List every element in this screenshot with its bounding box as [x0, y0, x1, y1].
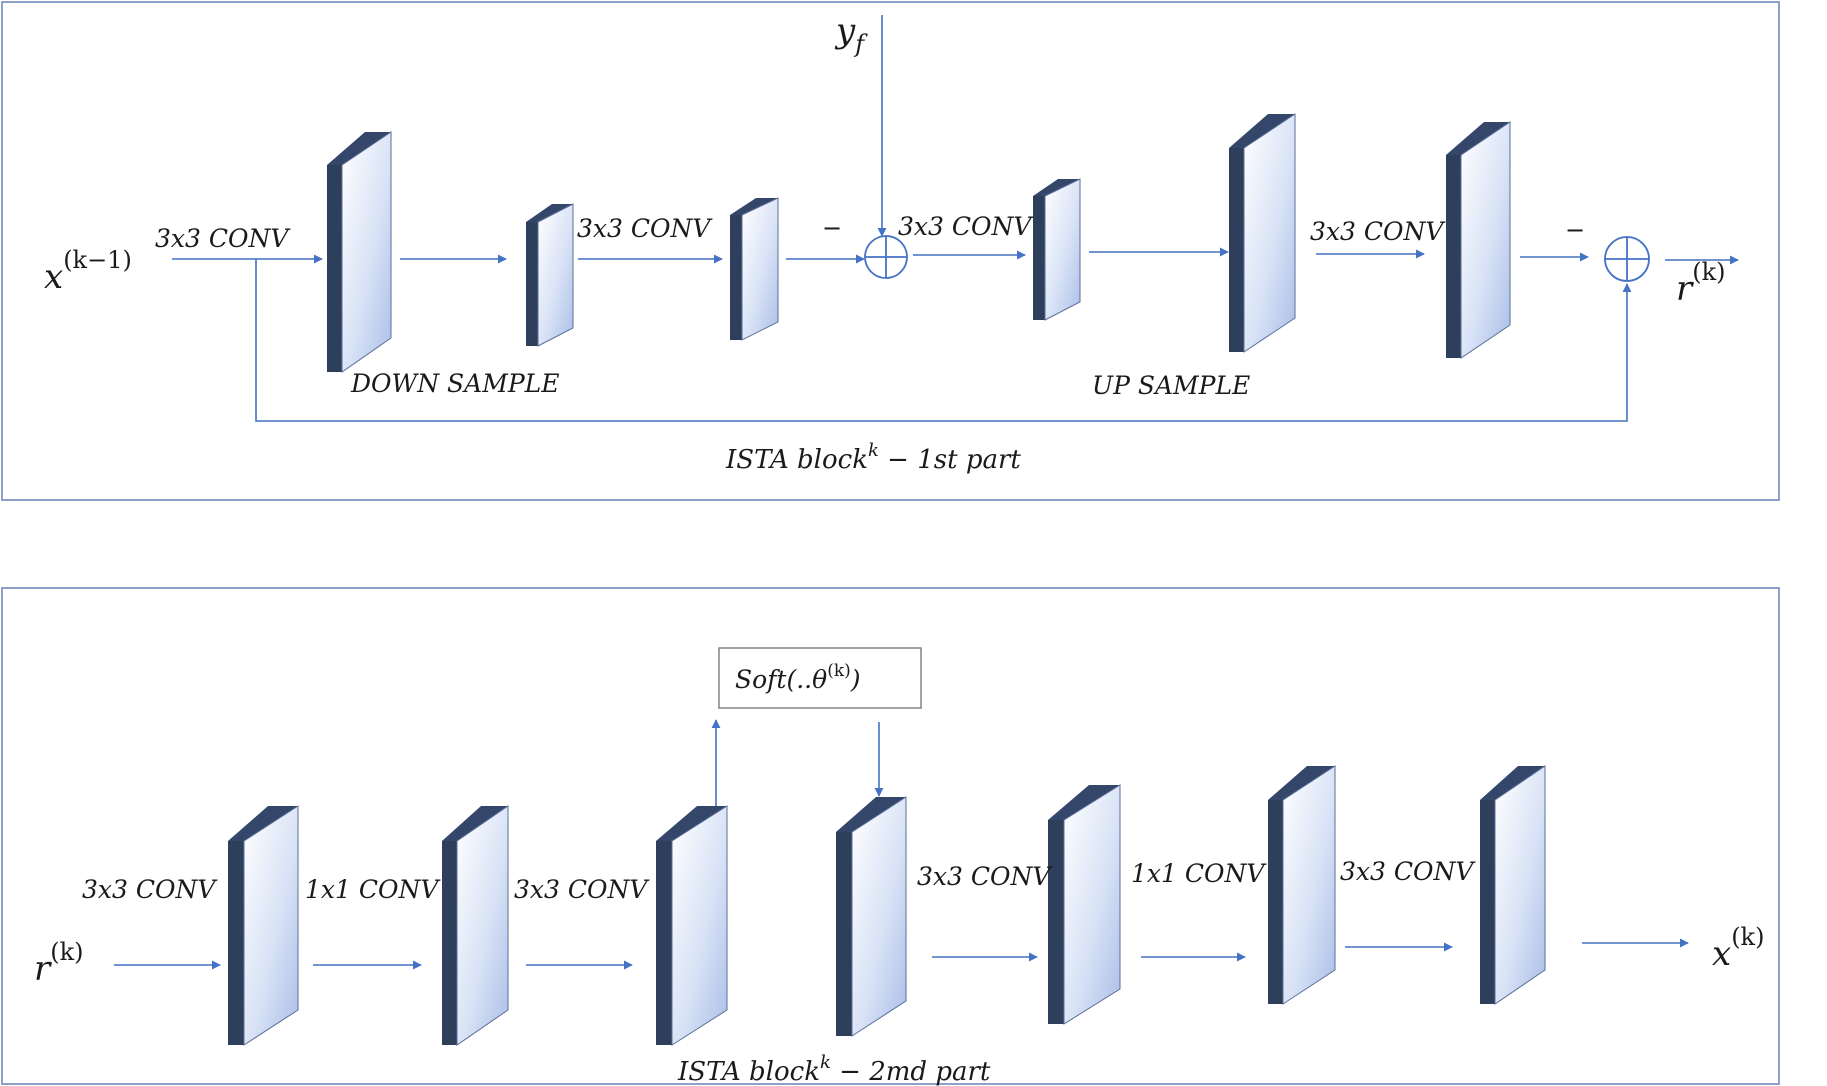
feature-block — [1268, 765, 1336, 1005]
y-f-label: yf — [834, 11, 868, 58]
part1-frame — [1, 1, 1780, 501]
output-r-label: r(k) — [1676, 258, 1726, 309]
sum-node — [864, 235, 908, 279]
feature-block — [1446, 121, 1511, 359]
feature-block — [730, 197, 779, 341]
conv-label: 3x3 CONV — [917, 862, 1053, 891]
feature-block — [1480, 765, 1546, 1005]
input-x-label: x(k−1) — [44, 246, 132, 297]
input-r-label: r(k) — [34, 938, 84, 989]
conv-label: 3x3 CONV — [155, 224, 291, 253]
part1-caption: ISTA blockk − 1st part — [725, 440, 1021, 475]
minus-sign: − — [822, 214, 842, 242]
part2-blocks — [228, 765, 1546, 1046]
soft-threshold-label: Soft(..θ(k)) — [735, 661, 861, 694]
soft-threshold-box — [718, 647, 922, 709]
conv-label: 3x3 CONV — [514, 875, 650, 904]
feature-block — [836, 796, 907, 1037]
feature-block — [1229, 113, 1296, 353]
feature-block — [442, 805, 509, 1046]
conv-label: 1x1 CONV — [305, 875, 441, 904]
conv-label: 3x3 CONV — [1310, 217, 1446, 246]
down-sample-label: DOWN SAMPLE — [350, 369, 560, 398]
feature-block — [1033, 178, 1081, 321]
minus-sign: − — [1565, 216, 1585, 244]
conv-label: 3x3 CONV — [577, 214, 713, 243]
up-sample-label: UP SAMPLE — [1092, 371, 1250, 400]
conv-label: 3x3 CONV — [1340, 857, 1476, 886]
sum-node — [1604, 236, 1650, 282]
part1-blocks — [327, 113, 1511, 373]
feature-block — [526, 203, 574, 347]
feature-block — [1048, 784, 1121, 1025]
output-x-label: x(k) — [1712, 923, 1764, 974]
conv-label: 3x3 CONV — [898, 212, 1034, 241]
part1-arrows — [172, 15, 1739, 422]
feature-block — [228, 805, 299, 1046]
feature-block — [327, 131, 392, 373]
part2-caption: ISTA blockk − 2md part — [677, 1052, 991, 1086]
conv-label: 3x3 CONV — [82, 875, 218, 904]
conv-label: 1x1 CONV — [1131, 859, 1267, 888]
part2-arrows — [114, 719, 1689, 970]
feature-block — [656, 805, 728, 1046]
skip-connection — [255, 259, 1632, 422]
part2-frame — [1, 587, 1780, 1085]
